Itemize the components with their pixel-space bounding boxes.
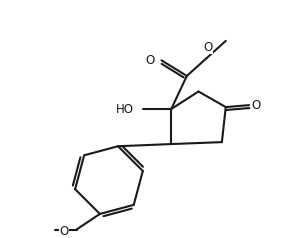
Text: O: O (251, 99, 261, 112)
Text: O: O (145, 54, 155, 67)
Text: O: O (60, 225, 69, 238)
Text: O: O (204, 40, 213, 54)
Text: HO: HO (116, 103, 134, 115)
